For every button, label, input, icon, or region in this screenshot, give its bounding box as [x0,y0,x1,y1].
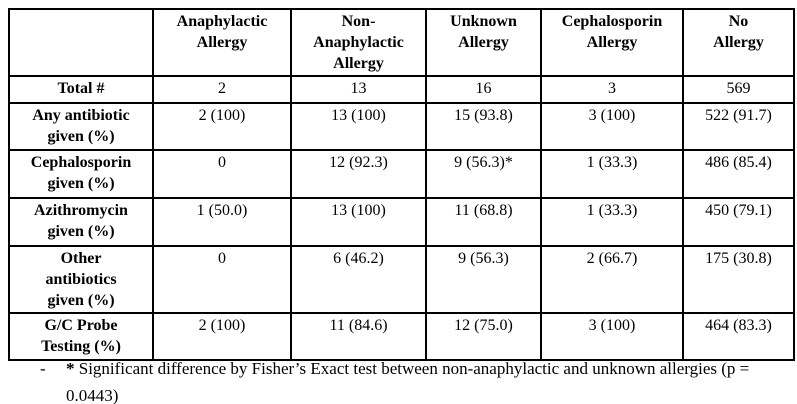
table-cell: 450 (79.1) [682,197,795,247]
table-cell: 12 (92.3) [290,149,427,199]
column-header-non-anaphylactic: Non- Anaphylactic Allergy [290,8,427,77]
table-cell: 1 (50.0) [152,197,292,247]
table-cell: 6 (46.2) [290,245,427,314]
header-row: Anaphylactic Allergy Non- Anaphylactic A… [8,8,795,77]
table-cell: 1 (33.3) [540,149,684,199]
row-label-azithromycin-given: Azithromycin given (%) [8,197,154,247]
table-cell: 12 (75.0) [425,312,542,361]
table-cell: 522 (91.7) [682,102,795,151]
table-cell: 175 (30.8) [682,245,795,314]
row-label-any-antibiotic: Any antibiotic given (%) [8,102,154,151]
table-row: Total # 2 13 16 3 569 [8,75,795,104]
table-cell: 13 (100) [290,197,427,247]
table-cell: 3 (100) [540,312,684,361]
footnote: - * Significant difference by Fisher’s E… [40,355,770,404]
table-cell: 1 (33.3) [540,197,684,247]
table-cell: 15 (93.8) [425,102,542,151]
table-cell: 16 [425,75,542,104]
table-cell: 486 (85.4) [682,149,795,199]
table-cell: 11 (68.8) [425,197,542,247]
table-row: Cephalosporin given (%) 0 12 (92.3) 9 (5… [8,149,795,199]
table-cell: 0 [152,149,292,199]
column-header-unknown: Unknown Allergy [425,8,542,77]
footnote-asterisk-marker: * [66,359,75,378]
corner-cell [8,8,154,77]
table-cell: 2 (66.7) [540,245,684,314]
footnote-text-block: * Significant difference by Fisher’s Exa… [66,355,770,404]
table-cell: 464 (83.3) [682,312,795,361]
table-row: Azithromycin given (%) 1 (50.0) 13 (100)… [8,197,795,247]
row-label-cephalosporin-given: Cephalosporin given (%) [8,149,154,199]
column-header-anaphylactic: Anaphylactic Allergy [152,8,292,77]
row-label-gc-probe-testing: G/C Probe Testing (%) [8,312,154,361]
table-cell: 9 (56.3)* [425,149,542,199]
table-cell: 569 [682,75,795,104]
table-cell: 13 (100) [290,102,427,151]
table-row: Any antibiotic given (%) 2 (100) 13 (100… [8,102,795,151]
allergy-antibiotic-table: Anaphylactic Allergy Non- Anaphylactic A… [8,8,795,361]
table-cell: 11 (84.6) [290,312,427,361]
table-cell: 2 (100) [152,312,292,361]
table-cell: 13 [290,75,427,104]
row-label-other-antibiotics: Other antibiotics given (%) [8,245,154,314]
row-label-total: Total # [8,75,154,104]
table-row: Other antibiotics given (%) 0 6 (46.2) 9… [8,245,795,314]
footnote-dash-bullet: - [40,359,46,378]
table-cell: 9 (56.3) [425,245,542,314]
column-header-cephalosporin: Cephalosporin Allergy [540,8,684,77]
footnote-text: Significant difference by Fisher’s Exact… [66,359,750,404]
table-cell: 3 [540,75,684,104]
table-cell: 2 [152,75,292,104]
table-cell: 3 (100) [540,102,684,151]
table-cell: 2 (100) [152,102,292,151]
table-row: G/C Probe Testing (%) 2 (100) 11 (84.6) … [8,312,795,361]
column-header-no-allergy: No Allergy [682,8,795,77]
table-cell: 0 [152,245,292,314]
